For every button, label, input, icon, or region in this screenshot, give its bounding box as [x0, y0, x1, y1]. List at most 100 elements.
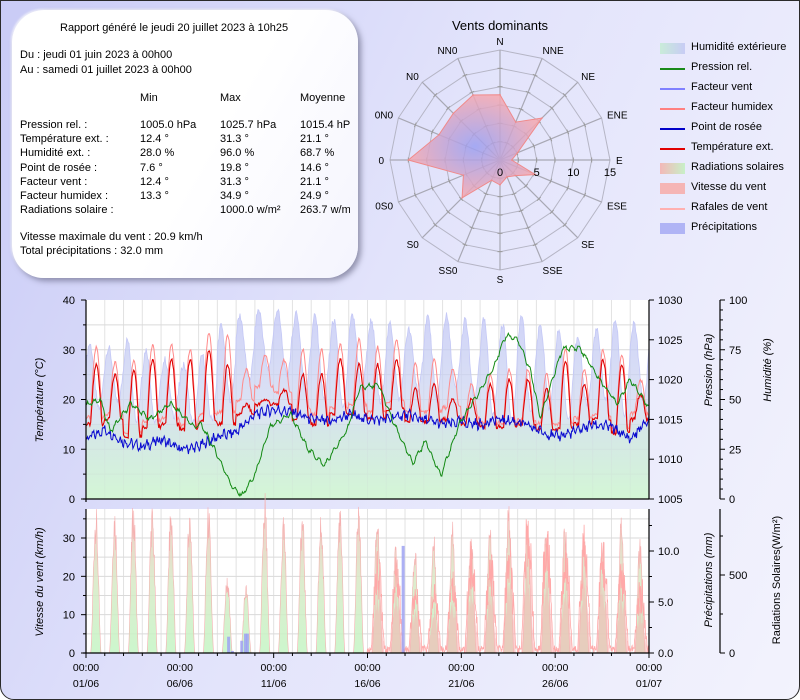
legend-label: Précipitations	[691, 221, 758, 233]
x-tick-time: 00:00	[448, 662, 474, 674]
stat-min: 7.6 °	[140, 161, 163, 174]
rose-direction-label: SS0	[439, 266, 458, 277]
x-tick-date: 16/06	[354, 678, 380, 690]
stat-avg: 14.6 °	[300, 161, 329, 174]
stat-min: 1005.0 hPa	[140, 119, 197, 131]
rain-bar	[244, 633, 248, 653]
rain-bar	[245, 633, 249, 653]
pressure-line	[85, 332, 650, 497]
rose-tick	[469, 90, 475, 94]
legend-label: Facteur vent	[691, 81, 753, 93]
rose-tick	[462, 243, 468, 247]
humidity-area	[85, 308, 650, 500]
legend-line-swatch	[660, 88, 685, 90]
humidity-tick-label: 25	[729, 444, 741, 456]
rose-point	[499, 93, 501, 96]
stat-label: Pression rel. :	[20, 119, 88, 131]
rain-bar	[240, 640, 244, 653]
rose-direction-label: N0	[406, 72, 419, 83]
solar-tick-label: 0	[729, 648, 735, 660]
legend-label: Facteur humidex	[691, 101, 773, 113]
stat-min: 12.4 °	[140, 133, 169, 146]
rose-radial-tick: 15	[604, 167, 616, 179]
left-tick-label: 30	[63, 533, 75, 545]
stat-min: 28.0 %	[140, 147, 175, 160]
left-axis-title: Vitesse du vent (km/h)	[34, 527, 46, 637]
summary-panel: Rapport généré le jeudi 20 juillet 2023 …	[12, 10, 358, 278]
rose-point	[499, 184, 501, 186]
wind-rain-chart: 0 10 20 30 0.0 5.0 10.0 0 500 Vitesse du vent (km…	[34, 493, 783, 690]
rose-radial-tick: 5	[534, 167, 540, 179]
rose-tick	[523, 183, 529, 189]
x-tick-date: 11/06	[261, 678, 287, 690]
rose-point	[472, 94, 474, 96]
x-tick-time: 00:00	[354, 662, 380, 674]
rose-tick	[458, 196, 464, 202]
legend-label: Humidité extérieure	[691, 41, 787, 53]
rose-tick	[469, 226, 475, 230]
legend-swatch	[660, 183, 685, 194]
rain-tick-label: 0.0	[658, 648, 673, 660]
rose-tick	[549, 178, 553, 184]
stat-label: Point de rosée :	[20, 161, 98, 174]
rose-radial-tick: 10	[567, 167, 579, 179]
legend-swatch	[660, 223, 685, 234]
stat-avg: 68.7 %	[300, 147, 335, 160]
pressure-tick-label: 1020	[658, 375, 682, 387]
rose-tick	[566, 185, 570, 191]
rose-direction-label: N	[496, 37, 503, 48]
wind-rose-title: Vents dominants	[452, 18, 549, 33]
rose-tick	[583, 122, 587, 128]
rose-point	[407, 159, 410, 161]
humidity-tick-label: 75	[729, 345, 741, 357]
legend-line-swatch	[660, 148, 685, 150]
pressure-tick-label: 1005	[658, 494, 682, 506]
rose-tick	[446, 209, 451, 214]
rain-tick-label: 10.0	[658, 546, 679, 558]
rose-direction-label: 0N0	[375, 110, 394, 121]
humidity-axis-title: Humidité (%)	[762, 338, 774, 402]
rose-radial-tick: 0	[497, 167, 503, 179]
x-tick-date: 01/07	[636, 678, 662, 690]
max-wind-line: Vitesse maximale du vent : 20.9 km/h	[20, 231, 203, 243]
rose-point	[452, 112, 455, 115]
rose-direction-label: 0	[378, 156, 384, 167]
legend-label: Rafales de vent	[691, 201, 768, 213]
stat-max: 31.3 °	[220, 175, 249, 188]
legend-label: Point de rosée	[691, 121, 762, 133]
rose-direction-label: S0	[407, 240, 420, 251]
x-tick-time: 00:00	[636, 662, 662, 674]
left-tick-label: 10	[63, 444, 75, 456]
column-avg: Moyenne	[300, 92, 346, 104]
legend-label: Température ext.	[691, 141, 774, 153]
rose-tick	[413, 192, 417, 198]
humidity-tick-label: 100	[729, 295, 747, 307]
rose-tick	[549, 106, 554, 111]
rose-tick	[518, 107, 524, 111]
x-tick-date: 06/06	[167, 678, 193, 690]
wind-speed-area	[86, 554, 649, 653]
left-tick-label: 0	[69, 648, 75, 660]
x-tick-time: 00:00	[542, 662, 568, 674]
rose-tick	[430, 129, 434, 135]
stat-avg: 263.7 w/m²	[300, 204, 350, 217]
rose-tick	[476, 209, 482, 213]
humidity-tick-label: 50	[729, 395, 741, 407]
rose-tick	[433, 222, 438, 227]
pressure-tick-label: 1025	[658, 335, 682, 347]
rose-tick	[430, 185, 434, 191]
stat-max: 1025.7 hPa	[220, 119, 277, 131]
rain-axis-title: Précipitations (mm)	[703, 532, 715, 627]
legend-line-swatch	[660, 208, 685, 210]
stat-avg: 21.1 °	[300, 175, 329, 188]
column-max: Max	[220, 92, 241, 104]
rose-tick	[583, 192, 587, 198]
stat-max: 1000.0 w/m²	[220, 204, 281, 217]
rose-tick	[518, 209, 524, 213]
rose-direction-label: NE	[581, 72, 595, 83]
stat-label: Facteur vent :	[20, 175, 88, 188]
stat-max: 31.3 °	[220, 133, 249, 146]
rose-tick	[511, 192, 517, 196]
stat-label: Humidité ext. :	[20, 147, 91, 160]
